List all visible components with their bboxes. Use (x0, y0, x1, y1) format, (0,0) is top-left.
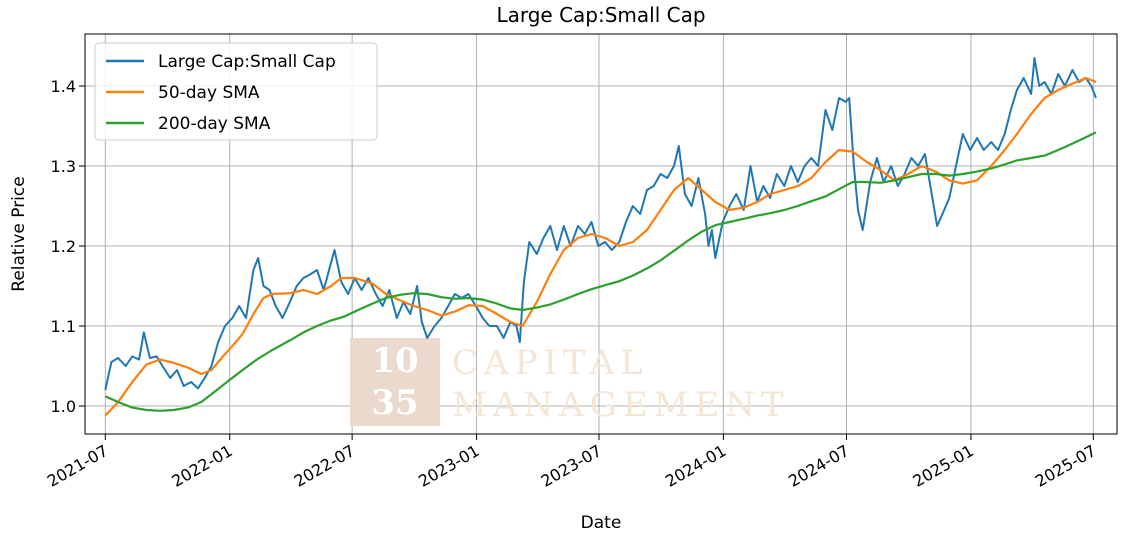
legend-label-50-day: 50-day SMA (158, 83, 260, 103)
legend-label-200-day: 200-day SMA (158, 114, 271, 134)
x-axis-title: Date (581, 513, 622, 533)
watermark-text-bottom: MANAGEMENT (452, 385, 790, 425)
watermark-number-bottom: 35 (371, 383, 418, 423)
y-tick-label: 1.3 (51, 157, 76, 176)
plot-frame (84, 33, 1118, 435)
watermark-logo-box (350, 338, 440, 426)
series-lines (104, 57, 1097, 417)
watermark: 10 35 CAPITAL MANAGEMENT (350, 338, 790, 426)
y-tick-label: 1.4 (51, 77, 76, 96)
watermark-number-top: 10 (371, 341, 418, 381)
chart-title: Large Cap:Small Cap (496, 3, 705, 27)
series-line-large-small-cap (104, 57, 1097, 391)
legend: Large Cap:Small Cap 50-day SMA 200-day S… (94, 42, 378, 141)
y-tick-label: 1.2 (51, 237, 76, 256)
watermark-text-top: CAPITAL (452, 343, 649, 383)
series-line-50-day-sma (104, 76, 1097, 417)
y-tick-label: 1.0 (51, 397, 76, 416)
legend-box (94, 42, 378, 141)
series-line-200-day-sma (104, 131, 1097, 412)
legend-label-large-small: Large Cap:Small Cap (158, 52, 336, 72)
y-axis-title: Relative Price (9, 176, 29, 291)
y-axis-ticks: 1.0 1.1 1.2 1.3 1.4 (51, 77, 85, 416)
y-tick-label: 1.1 (51, 317, 76, 336)
